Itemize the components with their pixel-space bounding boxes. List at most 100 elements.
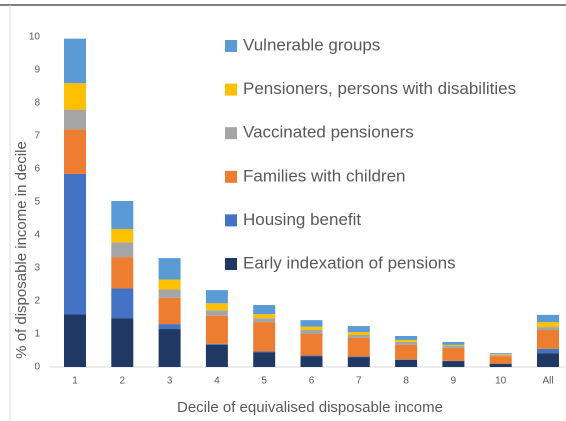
legend-swatch	[225, 40, 237, 52]
bar-segment	[300, 356, 323, 367]
bar-segment	[111, 288, 134, 319]
x-tick-label: 10	[495, 376, 507, 387]
y-tick-label: 6	[34, 164, 40, 175]
bar-segment	[111, 242, 134, 258]
bar-segment	[300, 334, 323, 356]
bar-segment	[111, 229, 134, 243]
bar-segment	[395, 344, 418, 360]
y-tick-label: 4	[34, 230, 40, 241]
bar-segment	[158, 329, 181, 367]
bar-segment	[489, 356, 512, 364]
y-tick-label: 1	[34, 329, 40, 340]
y-tick-label: 2	[34, 296, 40, 307]
bar-segment	[442, 344, 465, 346]
bar-segment	[537, 348, 559, 354]
legend-label: Pensioners, persons with disabilities	[243, 79, 516, 98]
bar-segment	[537, 327, 559, 331]
bar-segment	[64, 83, 86, 110]
bar-segment	[253, 314, 276, 319]
x-tick-label: 6	[309, 376, 315, 387]
x-tick-label: 1	[72, 376, 78, 387]
bar-segment	[253, 351, 276, 353]
bar-segment	[300, 330, 323, 334]
bar-segment	[537, 330, 559, 349]
bar-segment	[537, 322, 559, 328]
bar-segment	[64, 109, 86, 130]
y-tick-label: 10	[29, 32, 41, 43]
legend-label: Families with children	[243, 166, 406, 185]
bar-segment	[158, 297, 181, 325]
bar-segment	[442, 345, 465, 348]
bar-segment	[253, 318, 276, 323]
x-axis-title: Decile of equivalised disposable income	[177, 399, 443, 416]
y-tick-label: 0	[34, 362, 40, 373]
x-tick-label: 7	[356, 376, 362, 387]
x-tick-label: 5	[261, 376, 267, 387]
bar-segment	[489, 353, 512, 355]
bar-segment	[205, 344, 228, 367]
x-tick-label: 9	[451, 376, 457, 387]
bar-segment	[347, 357, 370, 367]
bar-segment	[300, 326, 323, 331]
bar-segment	[64, 129, 86, 174]
legend-swatch	[225, 83, 237, 96]
y-tick-label: 7	[34, 131, 40, 142]
bar-segment	[347, 326, 370, 333]
x-tick-label: 8	[403, 376, 409, 387]
bar-segment	[64, 38, 86, 84]
bar-segment	[489, 354, 512, 356]
bar-segment	[395, 335, 418, 340]
legend-swatch	[225, 214, 237, 227]
bar-segment	[158, 258, 181, 280]
bar-segment	[300, 320, 323, 327]
bar-segment	[64, 314, 86, 367]
bar-segment	[253, 352, 276, 367]
bar-segment	[64, 173, 86, 315]
legend-swatch	[225, 170, 237, 183]
y-tick-label: 5	[34, 197, 40, 208]
bar-segment	[111, 201, 134, 230]
bar-segment	[347, 356, 370, 358]
bar-segment	[537, 314, 559, 323]
bar-segment	[205, 343, 228, 345]
legend-swatch	[225, 127, 237, 140]
bar-segment	[300, 355, 323, 357]
y-tick-label: 9	[34, 65, 40, 76]
bar-segment	[395, 341, 418, 345]
bar-segment	[395, 339, 418, 342]
y-axis-title: % of disposable income in decile	[13, 141, 30, 359]
y-tick-label: 8	[34, 98, 40, 109]
bar-segment	[205, 310, 228, 316]
bar-segment	[205, 303, 228, 311]
bar-segment	[442, 341, 465, 345]
x-tick-label: 4	[214, 376, 220, 387]
bar-segment	[205, 290, 228, 304]
bar-segment	[253, 304, 276, 315]
legend-label: Early indexation of pensions	[243, 253, 456, 272]
bar-segment	[347, 332, 370, 335]
bar-segment	[347, 337, 370, 357]
bar-segment	[111, 318, 134, 367]
bar-segment	[442, 347, 465, 361]
bar-segment	[347, 334, 370, 338]
bar-segment	[158, 279, 181, 290]
legend-label: Vaccinated pensioners	[243, 123, 414, 142]
bar-segment	[158, 289, 181, 298]
legend-label: Housing benefit	[243, 210, 361, 229]
bar-segment	[205, 315, 228, 344]
x-tick-label: 3	[167, 376, 173, 387]
bar-segment	[158, 324, 181, 330]
bar-segment	[395, 359, 418, 367]
legend-swatch	[225, 258, 237, 270]
bar-segment	[537, 353, 559, 367]
bar-segment	[489, 355, 512, 357]
x-tick-label: 2	[120, 376, 126, 387]
y-tick-label: 3	[34, 263, 40, 274]
legend-label: Vulnerable groups	[243, 35, 380, 54]
bar-segment	[253, 322, 276, 352]
bar-segment	[489, 363, 512, 367]
bar-segment	[442, 361, 465, 367]
x-tick-label: All	[542, 376, 553, 387]
bar-segment	[111, 257, 134, 289]
